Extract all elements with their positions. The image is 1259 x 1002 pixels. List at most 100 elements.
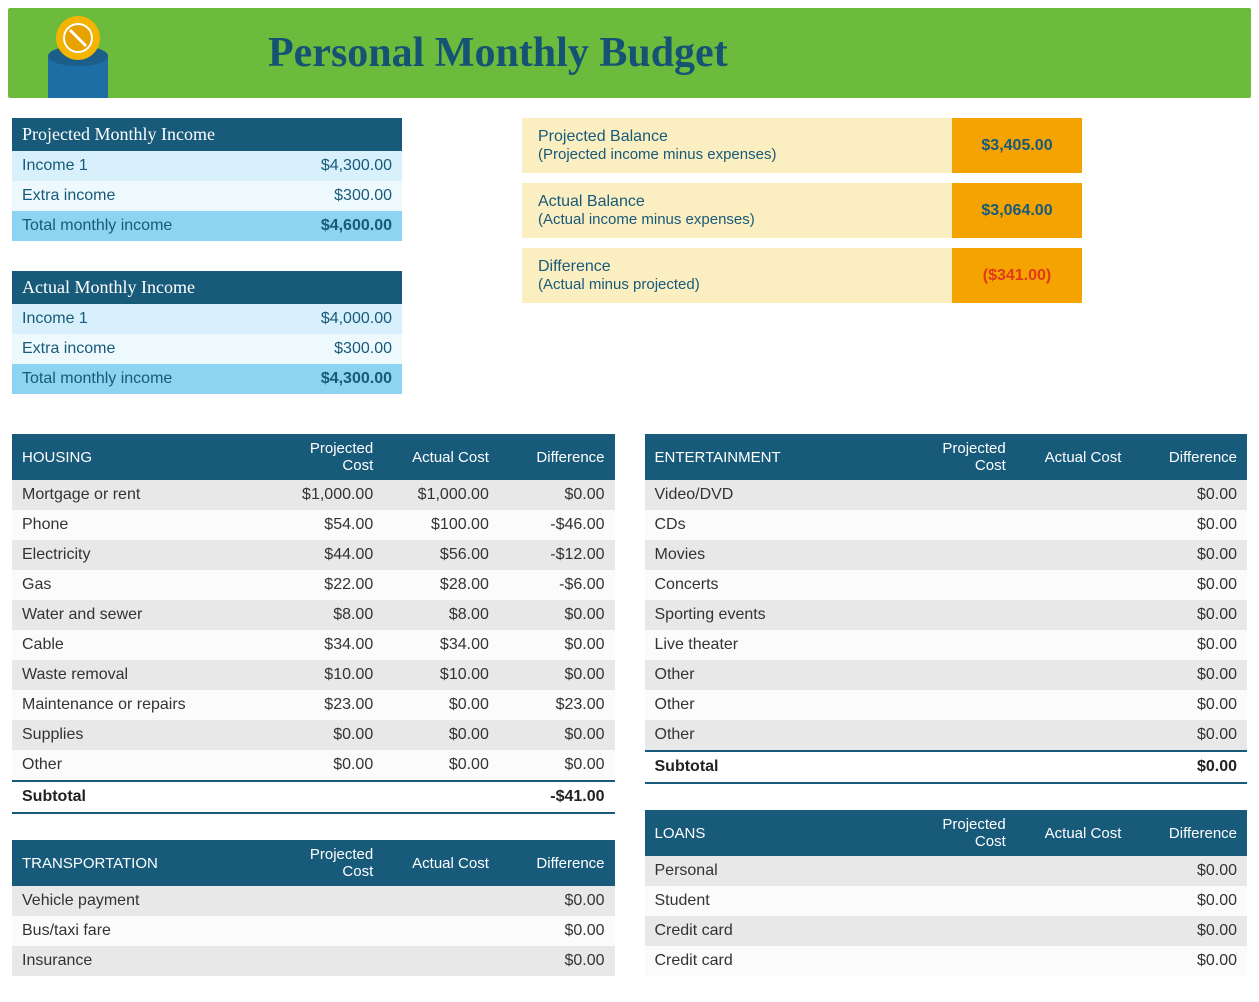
right-category-column: ENTERTAINMENT Projected Cost Actual Cost…: [645, 434, 1248, 1002]
income-heading: Actual Monthly Income: [12, 271, 402, 304]
row-projected: [900, 856, 1016, 886]
income-row: Extra income $300.00: [12, 181, 402, 211]
row-label: Bus/taxi fare: [12, 916, 268, 946]
category-name: HOUSING: [12, 434, 268, 480]
balance-value: $3,405.00: [952, 118, 1082, 173]
col-diff: Difference: [1131, 810, 1247, 856]
row-label: Water and sewer: [12, 600, 268, 630]
row-label: Mortgage or rent: [12, 480, 268, 510]
row-actual: $100.00: [383, 510, 499, 540]
page-title: Personal Monthly Budget: [268, 29, 728, 77]
row-projected: [900, 630, 1016, 660]
table-row: Water and sewer $8.00 $8.00 $0.00: [12, 600, 615, 630]
row-label: Supplies: [12, 720, 268, 750]
row-actual: [383, 886, 499, 916]
row-label: Phone: [12, 510, 268, 540]
row-label: Gas: [12, 570, 268, 600]
row-actual: [1016, 570, 1132, 600]
col-diff: Difference: [499, 434, 615, 480]
balance-row: Difference(Actual minus projected) ($341…: [522, 248, 1082, 303]
income-total-value: $4,300.00: [321, 370, 392, 388]
row-label: Vehicle payment: [12, 886, 268, 916]
balance-label: Difference(Actual minus projected): [522, 248, 952, 303]
row-actual: $10.00: [383, 660, 499, 690]
table-row: Live theater $0.00: [645, 630, 1248, 660]
row-projected: [900, 886, 1016, 916]
row-label: Other: [645, 720, 901, 751]
balance-label: Actual Balance(Actual income minus expen…: [522, 183, 952, 238]
row-projected: $8.00: [268, 600, 384, 630]
row-label: Credit card: [645, 946, 901, 976]
row-difference: $0.00: [1131, 630, 1247, 660]
subtotal-row: Subtotal $0.00: [645, 751, 1248, 783]
row-projected: $0.00: [268, 720, 384, 750]
left-category-column: HOUSING Projected Cost Actual Cost Diffe…: [12, 434, 615, 1002]
row-label: Electricity: [12, 540, 268, 570]
row-projected: [900, 570, 1016, 600]
row-difference: $0.00: [1131, 886, 1247, 916]
table-row: Electricity $44.00 $56.00 -$12.00: [12, 540, 615, 570]
table-row: Sporting events $0.00: [645, 600, 1248, 630]
row-difference: $0.00: [1131, 570, 1247, 600]
row-difference: $0.00: [499, 886, 615, 916]
table-row: Bus/taxi fare $0.00: [12, 916, 615, 946]
category-table: ENTERTAINMENT Projected Cost Actual Cost…: [645, 434, 1248, 784]
row-actual: [1016, 600, 1132, 630]
row-actual: [1016, 690, 1132, 720]
row-projected: [900, 540, 1016, 570]
row-actual: [1016, 480, 1132, 510]
row-actual: [1016, 886, 1132, 916]
table-row: CDs $0.00: [645, 510, 1248, 540]
row-label: Other: [12, 750, 268, 781]
title-banner: Personal Monthly Budget: [8, 8, 1251, 98]
row-actual: [1016, 946, 1132, 976]
row-projected: [900, 720, 1016, 751]
row-actual: [383, 946, 499, 976]
row-difference: $0.00: [1131, 660, 1247, 690]
row-label: Other: [645, 660, 901, 690]
row-actual: $56.00: [383, 540, 499, 570]
table-row: Vehicle payment $0.00: [12, 886, 615, 916]
row-projected: [900, 690, 1016, 720]
row-label: Maintenance or repairs: [12, 690, 268, 720]
category-table: TRANSPORTATION Projected Cost Actual Cos…: [12, 840, 615, 976]
row-label: Video/DVD: [645, 480, 901, 510]
subtotal-label: Subtotal: [645, 751, 901, 783]
row-difference: $0.00: [499, 480, 615, 510]
col-actual: Actual Cost: [383, 840, 499, 886]
balance-row: Actual Balance(Actual income minus expen…: [522, 183, 1082, 238]
col-projected: Projected Cost: [268, 434, 384, 480]
col-actual: Actual Cost: [1016, 434, 1132, 480]
row-difference: -$12.00: [499, 540, 615, 570]
row-projected: $10.00: [268, 660, 384, 690]
row-actual: [1016, 660, 1132, 690]
table-row: Video/DVD $0.00: [645, 480, 1248, 510]
category-name: ENTERTAINMENT: [645, 434, 901, 480]
row-difference: -$6.00: [499, 570, 615, 600]
row-actual: $0.00: [383, 690, 499, 720]
row-difference: $0.00: [499, 916, 615, 946]
income-value: $4,300.00: [321, 157, 392, 175]
row-actual: [1016, 916, 1132, 946]
row-label: Insurance: [12, 946, 268, 976]
col-projected: Projected Cost: [900, 434, 1016, 480]
row-actual: [1016, 510, 1132, 540]
subtotal-row: Subtotal -$41.00: [12, 781, 615, 813]
row-label: Sporting events: [645, 600, 901, 630]
row-projected: $1,000.00: [268, 480, 384, 510]
row-difference: $0.00: [1131, 600, 1247, 630]
balance-value: $3,064.00: [952, 183, 1082, 238]
row-difference: $0.00: [1131, 480, 1247, 510]
subtotal-label: Subtotal: [12, 781, 268, 813]
col-actual: Actual Cost: [1016, 810, 1132, 856]
row-difference: -$46.00: [499, 510, 615, 540]
table-row: Supplies $0.00 $0.00 $0.00: [12, 720, 615, 750]
row-label: Student: [645, 886, 901, 916]
row-projected: [900, 660, 1016, 690]
table-row: Cable $34.00 $34.00 $0.00: [12, 630, 615, 660]
row-label: Concerts: [645, 570, 901, 600]
row-actual: $8.00: [383, 600, 499, 630]
actual-income-block: Actual Monthly Income Income 1 $4,000.00…: [12, 271, 402, 394]
table-row: Credit card $0.00: [645, 916, 1248, 946]
projected-income-block: Projected Monthly Income Income 1 $4,300…: [12, 118, 402, 241]
